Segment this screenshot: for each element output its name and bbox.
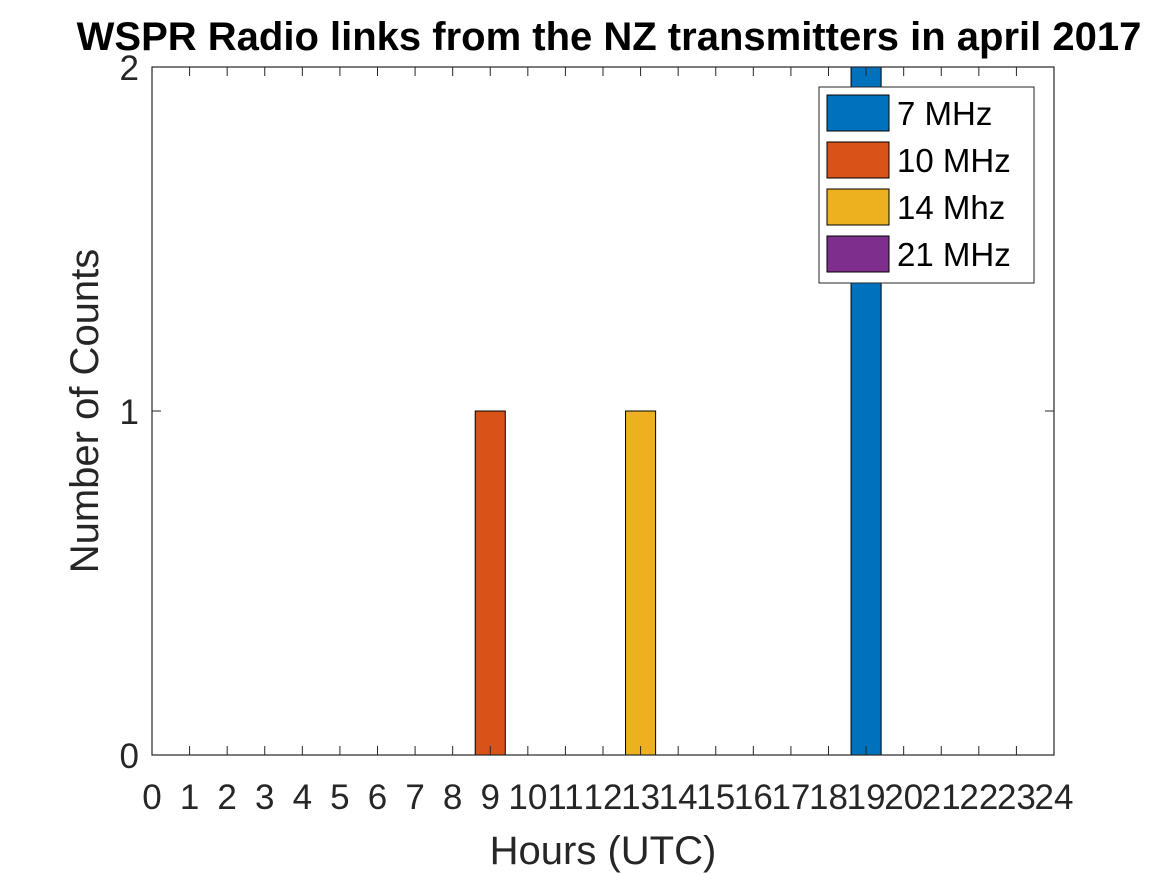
- x-tick-label-16: 16: [734, 778, 773, 817]
- ticks-layer: [151, 66, 1055, 756]
- y-axis-label: Number of Counts: [63, 249, 107, 574]
- x-tick-label-21: 21: [922, 778, 961, 817]
- x-tick-label-3: 3: [255, 778, 274, 817]
- x-tick-label-4: 4: [293, 778, 312, 817]
- x-tick-label-14: 14: [659, 778, 698, 817]
- x-tick-label-23: 23: [997, 778, 1036, 817]
- y-tick-label-2: 2: [120, 49, 139, 88]
- legend: 7 MHz 10 MHz 14 Mhz 21 MHz: [818, 86, 1035, 284]
- legend-swatch-14-mhz: [826, 188, 890, 226]
- y-tick-label-1: 1: [120, 393, 139, 432]
- x-tick-label-2: 2: [217, 778, 236, 817]
- x-tick-label-7: 7: [405, 778, 424, 817]
- y-tick-label-0: 0: [120, 737, 139, 776]
- x-axis-label: Hours (UTC): [490, 829, 717, 873]
- x-tick-label-19: 19: [847, 778, 886, 817]
- x-tick-label-5: 5: [330, 778, 349, 817]
- x-tick-label-10: 10: [508, 778, 547, 817]
- x-tick-label-0: 0: [142, 778, 161, 817]
- legend-swatch-10-mhz: [826, 141, 890, 179]
- x-tick-label-9: 9: [481, 778, 500, 817]
- legend-label-7-mhz: 7 MHz: [897, 95, 992, 132]
- x-tick-label-11: 11: [547, 778, 583, 817]
- x-tick-label-1: 1: [180, 778, 199, 817]
- x-tick-label-6: 6: [368, 778, 387, 817]
- x-tick-label-24: 24: [1035, 778, 1074, 817]
- bar-14-mhz-13: [625, 410, 657, 756]
- legend-swatch-7-mhz: [826, 94, 890, 132]
- x-tick-label-13: 13: [621, 778, 660, 817]
- x-tick-label-18: 18: [809, 778, 848, 817]
- x-tick-label-20: 20: [884, 778, 923, 817]
- x-tick-label-8: 8: [443, 778, 462, 817]
- x-tick-label-17: 17: [771, 778, 810, 817]
- x-tick-label-15: 15: [696, 778, 735, 817]
- x-tick-label-22: 22: [959, 778, 998, 817]
- legend-label-21-mhz: 21 MHz: [897, 236, 1011, 273]
- x-tick-label-12: 12: [584, 778, 623, 817]
- chart-title: WSPR Radio links from the NZ transmitter…: [77, 15, 1142, 59]
- tick-labels-layer: 0 1 2 3 4 5 6 7 8 9 10 11 12131415161718192021222324…: [120, 49, 1074, 817]
- bar-10-mhz-9: [474, 410, 506, 756]
- legend-label-14-mhz: 14 Mhz: [897, 189, 1005, 226]
- legend-label-10-mhz: 10 MHz: [897, 142, 1011, 179]
- legend-swatch-21-mhz: [826, 235, 890, 273]
